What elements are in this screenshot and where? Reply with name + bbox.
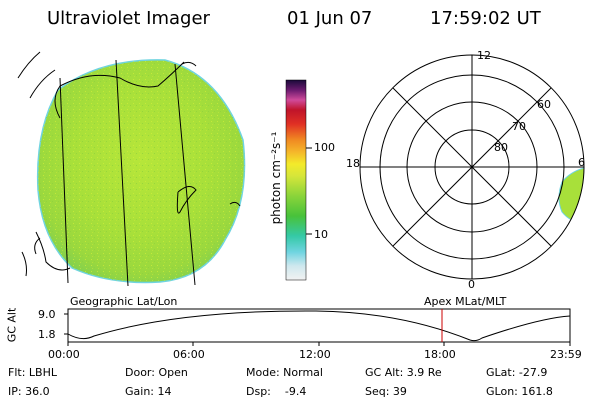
app-title: Ultraviolet Imager: [47, 8, 210, 29]
coastline: [34, 237, 41, 255]
geographic-image: [17, 51, 246, 287]
polar-label-18: 18: [346, 157, 360, 170]
status-glon: GLon: 161.8: [486, 385, 553, 398]
coastline: [181, 61, 197, 67]
coastline: [229, 201, 241, 207]
right-panel-caption: Apex MLat/MLT: [424, 295, 507, 308]
coastline: [29, 69, 56, 99]
colorbar: [285, 79, 312, 281]
polar-label-70: 70: [512, 120, 526, 133]
polar-label-0: 0: [468, 278, 475, 291]
colorbar-label-10: 10: [314, 228, 328, 241]
status-gc-alt: GC Alt: 3.9 Re: [365, 366, 442, 379]
orbit-y-top: 9.0: [38, 308, 56, 321]
polar-label-6: 6: [578, 156, 585, 169]
status-ip: IP: 36.0: [8, 385, 50, 398]
status-mode: Mode: Normal: [246, 366, 323, 379]
colorbar-unit-label: photon cm⁻²s⁻¹: [269, 131, 283, 225]
polar-label-80: 80: [494, 141, 508, 154]
status-seq: Seq: 39: [365, 385, 407, 398]
status-glat: GLat: -27.9: [486, 366, 548, 379]
orbit-plot: [64, 308, 571, 346]
orbit-xtick-2: 12:00: [299, 348, 331, 361]
status-gain: Gain: 14: [125, 385, 172, 398]
longitude-line: [115, 59, 129, 287]
altitude-curve: [67, 310, 571, 342]
orbit-ylabel: GC Alt: [5, 307, 19, 343]
coastline: [35, 231, 71, 271]
orbit-y-bottom: 1.8: [38, 328, 56, 341]
coastline: [17, 51, 41, 79]
coastline: [21, 251, 27, 277]
longitude-line: [59, 77, 69, 284]
coastline: [176, 186, 197, 214]
left-panel-caption: Geographic Lat/Lon: [70, 295, 178, 308]
polar-label-60: 60: [537, 98, 551, 111]
date-label: 01 Jun 07: [287, 8, 373, 29]
orbit-xtick-0: 00:00: [48, 348, 80, 361]
colorbar-label-100: 100: [314, 141, 335, 154]
orbit-xtick-3: 18:00: [424, 348, 456, 361]
status-door: Door: Open: [125, 366, 188, 379]
status-flt: Flt: LBHL: [8, 366, 57, 379]
polar-plot: [359, 54, 585, 280]
longitude-line: [174, 63, 196, 286]
coastline: [54, 61, 185, 119]
orbit-xtick-4: 23:59: [550, 348, 582, 361]
time-label: 17:59:02 UT: [430, 8, 541, 29]
status-dsp: Dsp: -9.4: [246, 385, 307, 398]
polar-label-12: 12: [477, 49, 491, 62]
orbit-xtick-1: 06:00: [173, 348, 205, 361]
